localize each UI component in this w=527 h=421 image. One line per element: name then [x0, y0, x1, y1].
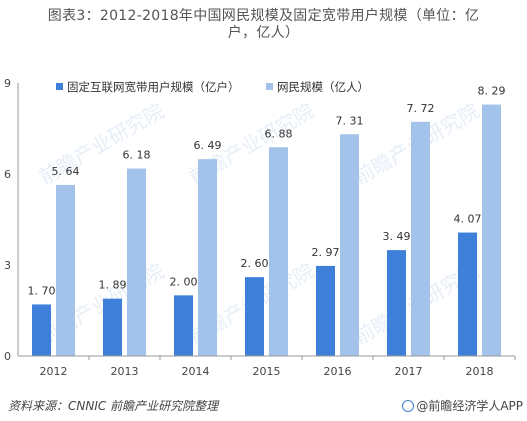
data-label-s0-2013: 1. 89	[99, 279, 127, 292]
data-label-s1-2013: 6. 18	[123, 149, 151, 162]
x-tick-label-2013: 2013	[111, 365, 139, 378]
bar-s0-2017	[387, 250, 406, 356]
legend-swatch-1	[266, 83, 273, 90]
legend-label-0: 固定互联网宽带用户规模（亿户）	[67, 80, 240, 94]
source-note: 资料来源：CNNIC 前瞻产业研究院整理	[8, 399, 219, 413]
y-tick-label-3: 3	[4, 259, 11, 272]
chart-title-line1: 图表3：2012-2018年中国网民规模及固定宽带用户规模（单位：亿	[47, 8, 480, 24]
data-label-s0-2012: 1. 70	[28, 284, 56, 297]
watermark-3: 前瞻产业研究院	[35, 259, 168, 350]
data-label-s0-2015: 2. 60	[241, 257, 269, 270]
bar-s0-2014	[174, 295, 193, 356]
bar-s0-2018	[458, 232, 477, 356]
y-tick-label-9: 9	[4, 77, 11, 90]
footer: 资料来源：CNNIC 前瞻产业研究院整理 @前瞻经济学人APP	[8, 397, 523, 415]
data-label-s1-2012: 5. 64	[52, 165, 80, 178]
data-label-s0-2016: 2. 97	[312, 246, 340, 259]
credit: @前瞻经济学人APP	[402, 397, 523, 414]
x-tick-label-2016: 2016	[324, 365, 352, 378]
x-tick-label-2014: 2014	[182, 365, 210, 378]
credit-text: @前瞻经济学人APP	[416, 399, 523, 413]
x-tick-label-2018: 2018	[466, 365, 494, 378]
data-label-s1-2017: 7. 72	[407, 102, 435, 115]
bar-s1-2015	[269, 147, 288, 356]
bar-s0-2015	[245, 277, 264, 356]
x-tick-label-2015: 2015	[253, 365, 281, 378]
x-tick-label-2017: 2017	[395, 365, 423, 378]
chart-title-line2: 户，亿人）	[227, 25, 300, 41]
y-tick-label-6: 6	[4, 168, 11, 181]
data-label-s1-2014: 6. 49	[194, 139, 222, 152]
bar-s0-2012	[32, 304, 51, 356]
data-label-s0-2017: 3. 49	[383, 230, 411, 243]
brand-logo-icon	[402, 400, 415, 412]
bar-s0-2013	[103, 298, 122, 356]
y-tick-label-0: 0	[4, 350, 11, 363]
legend-label-1: 网民规模（亿人）	[277, 80, 369, 94]
bar-s1-2013	[127, 168, 146, 356]
chart-title: 图表3：2012-2018年中国网民规模及固定宽带用户规模（单位：亿 户，亿人）	[0, 8, 527, 42]
bar-s1-2017	[411, 121, 430, 357]
data-label-s0-2014: 2. 00	[170, 275, 198, 288]
bar-s0-2016	[316, 265, 335, 356]
bar-s1-2014	[198, 159, 217, 356]
legend-swatch-0	[56, 83, 63, 90]
bar-s1-2016	[340, 134, 359, 356]
data-label-s1-2015: 6. 88	[265, 127, 293, 140]
bar-s1-2012	[56, 184, 75, 356]
data-label-s1-2016: 7. 31	[336, 114, 364, 127]
data-label-s0-2018: 4. 07	[454, 213, 482, 226]
bar-s1-2018	[482, 104, 501, 356]
data-label-s1-2018: 8. 29	[478, 85, 506, 98]
x-tick-label-2012: 2012	[40, 365, 68, 378]
